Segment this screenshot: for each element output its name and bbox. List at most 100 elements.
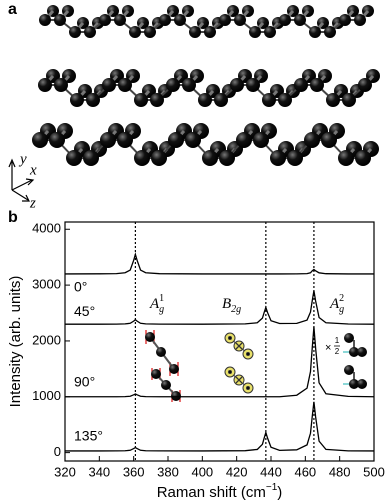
atom xyxy=(230,78,244,92)
atom xyxy=(66,150,82,166)
atom xyxy=(174,14,186,26)
axis-triad xyxy=(8,158,35,202)
atom xyxy=(278,93,292,107)
peak-label-sub: g xyxy=(339,304,344,315)
atom xyxy=(38,78,52,92)
atom xyxy=(262,93,276,107)
atom xyxy=(321,132,337,148)
y-tick-label: 2000 xyxy=(32,332,61,347)
peak-label-sub: g xyxy=(159,304,164,315)
spectrum xyxy=(64,252,374,275)
y-tick-label: 0 xyxy=(54,444,61,459)
atom xyxy=(49,132,65,148)
mode-icon xyxy=(224,332,254,394)
y-tick-label: 3000 xyxy=(32,277,61,292)
atom xyxy=(134,150,150,166)
atom xyxy=(249,26,261,38)
atom xyxy=(326,93,340,107)
spectrum xyxy=(65,290,375,325)
atom xyxy=(287,150,303,166)
atom xyxy=(182,78,196,92)
crystal-structure xyxy=(32,5,380,166)
mode-icon xyxy=(343,333,367,389)
x-tick-label: 360 xyxy=(123,464,145,479)
plot-frame xyxy=(64,221,375,462)
atom xyxy=(204,26,216,38)
peak-label: Ag1 xyxy=(149,293,164,315)
atom xyxy=(279,14,291,26)
peak-label-sup: 2 xyxy=(339,293,344,304)
atom xyxy=(355,150,371,166)
peak-label-base: A xyxy=(149,296,160,312)
x-axis-title-main: Raman shift (cm xyxy=(157,484,266,501)
atom xyxy=(129,26,141,38)
atom xyxy=(324,26,336,38)
atom xyxy=(114,14,126,26)
series-label: 45° xyxy=(74,303,95,319)
atom xyxy=(338,150,354,166)
atom xyxy=(118,78,132,92)
atom xyxy=(83,150,99,166)
peak-label-base: B xyxy=(222,296,231,312)
atom xyxy=(339,14,351,26)
atom xyxy=(236,132,252,148)
peak-label: B2g xyxy=(222,296,241,315)
atom xyxy=(354,14,366,26)
axis-z: z xyxy=(29,195,36,211)
scale-note-den: 2 xyxy=(335,347,340,356)
x-tick-label: 480 xyxy=(329,464,351,479)
atom xyxy=(294,78,308,92)
atom xyxy=(214,93,228,107)
atom xyxy=(134,93,148,107)
panel-label: a xyxy=(8,1,17,18)
x-axis-title: Raman shift (cm−1) xyxy=(157,482,283,501)
atom xyxy=(144,26,156,38)
atom xyxy=(264,26,276,38)
x-tick-label: 460 xyxy=(294,464,316,479)
atom xyxy=(151,150,167,166)
atom xyxy=(32,132,48,148)
atom xyxy=(150,93,164,107)
atom xyxy=(219,14,231,26)
atom xyxy=(117,132,133,148)
atom xyxy=(304,132,320,148)
x-axis-title-sup: −1 xyxy=(266,482,278,493)
atom xyxy=(99,14,111,26)
atom xyxy=(219,150,235,166)
x-tick-label: 500 xyxy=(363,464,385,479)
atom xyxy=(309,26,321,38)
axis-y: y xyxy=(18,151,27,167)
atom xyxy=(185,132,201,148)
atom xyxy=(342,93,356,107)
atom xyxy=(202,150,218,166)
x-tick-label: 440 xyxy=(260,464,282,479)
atom xyxy=(234,14,246,26)
mode-icon xyxy=(145,330,181,402)
atom xyxy=(253,132,269,148)
atom xyxy=(69,26,81,38)
atom xyxy=(270,150,286,166)
atom xyxy=(310,78,324,92)
x-tick-label: 420 xyxy=(226,464,248,479)
x-tick-label: 340 xyxy=(88,464,110,479)
atom xyxy=(86,93,100,107)
atom xyxy=(159,14,171,26)
panel-label: b xyxy=(8,209,18,226)
x-tick-label: 320 xyxy=(54,464,76,479)
atom xyxy=(54,78,68,92)
y-tick-label: 4000 xyxy=(32,221,61,236)
atom xyxy=(358,78,372,92)
peak-label-sup: 1 xyxy=(159,293,164,304)
peak-label-sub: 2g xyxy=(231,304,241,315)
atom xyxy=(84,26,96,38)
atom xyxy=(39,14,51,26)
atom xyxy=(246,78,260,92)
atom xyxy=(54,14,66,26)
scale-note-num: 1 xyxy=(335,336,340,345)
axis-x: x xyxy=(29,162,37,178)
peak-label-base: A xyxy=(329,296,340,312)
atom xyxy=(102,78,116,92)
spectrum xyxy=(65,326,375,398)
scale-note: × xyxy=(325,342,331,354)
